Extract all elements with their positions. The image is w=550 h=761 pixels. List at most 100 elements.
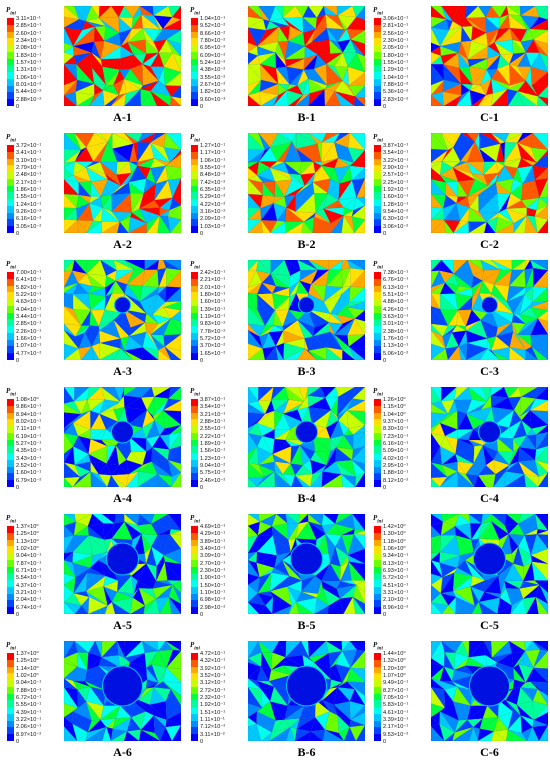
legend-ticks: 1.44×10⁰ 1.32×10⁰ 1.20×10⁰ 1.07×10⁰ 9.49×10⁻…: [383, 651, 427, 745]
legend-tick-label: 1.76×10⁻¹: [383, 336, 409, 342]
grain-cell: [526, 207, 537, 216]
legend-tick-label: 1.82×10⁻²: [200, 89, 226, 96]
legend-tick-label: 4.22×10⁻²: [200, 201, 226, 208]
legend-tick-label: 1.04×10⁰: [383, 411, 406, 418]
grain-cell: [340, 561, 350, 582]
grain-cell: [456, 196, 469, 204]
grain-cell: [123, 68, 144, 86]
legend-swatch: [191, 566, 198, 574]
grain-cell: [440, 591, 457, 598]
legend-symbol-sub: ini: [10, 392, 16, 398]
color-legend: Pini 1.26×10⁰ 1.15×10⁰ 1.04×10⁰ 9.37×10⁻¹ 8.3…: [373, 387, 423, 491]
grain-cell: [466, 161, 485, 175]
grain-cell: [456, 90, 471, 106]
legend-tick-label: 1.06×10⁰: [383, 546, 406, 552]
grain-cell: [334, 514, 353, 525]
grain-cell: [537, 96, 548, 106]
legend-tick-label: 2.08×10⁻¹: [16, 45, 42, 52]
grain-cell: [285, 439, 300, 447]
grain-cell: [166, 29, 181, 44]
grain-cell: [76, 202, 90, 221]
central-hole: [111, 420, 134, 444]
contour-map: [64, 641, 181, 741]
grain-cell: [442, 91, 462, 106]
grain-cell: [328, 260, 344, 271]
grain-cell: [443, 220, 454, 233]
legend-tick-label: 1.18×10⁰: [383, 538, 406, 545]
legend-tick-label: 6.98×10⁻²: [200, 597, 226, 604]
grain-cell: [256, 471, 276, 487]
grain-cell: [431, 678, 445, 690]
legend-symbol-sub: ini: [377, 519, 383, 525]
panel-caption: A-6: [113, 745, 132, 759]
legend-swatch: [191, 219, 198, 227]
grain-cell: [503, 387, 519, 398]
grain-cell: [117, 221, 129, 233]
legend-symbol-main: P: [373, 514, 378, 522]
legend-symbol-main: P: [6, 387, 11, 395]
legend-color-bar: [7, 399, 14, 487]
grain-cell: [460, 26, 472, 42]
grain-cell: [482, 705, 499, 719]
grain-cell: [531, 424, 548, 435]
central-hole: [298, 296, 315, 314]
panel-caption: A-2: [113, 237, 132, 251]
grain-cell: [152, 293, 166, 316]
grain-cell: [72, 260, 88, 274]
legend-swatch: [191, 459, 198, 467]
grain-cell: [139, 207, 160, 216]
legend-tick-label: 8.94×10⁻¹: [16, 411, 42, 418]
legend-tick-label: 8.02×10⁻¹: [16, 419, 42, 425]
legend-tick-label: 3.06×10⁻²: [383, 223, 409, 230]
legend-swatch: [7, 480, 14, 487]
grain-cell: [468, 58, 488, 70]
grain-cell: [248, 535, 259, 554]
grain-cell: [348, 72, 365, 87]
legend-swatch: [191, 172, 198, 179]
grain-cell: [346, 16, 365, 30]
legend-swatch: [374, 405, 381, 413]
legend-tick-label: 2.30×10⁻¹: [200, 568, 226, 574]
grain-cell: [491, 133, 506, 144]
legend-ticks: 1.37×10⁰ 1.25×10⁰ 1.13×10⁰ 1.02×10⁰ 9.04×10⁻…: [16, 524, 60, 618]
legend-swatch: [191, 31, 198, 39]
legend-swatch: [191, 720, 198, 728]
grain-cell: [112, 348, 133, 360]
legend-swatch: [7, 305, 14, 313]
legend-tick-label: 2.57×10⁻¹: [383, 172, 409, 179]
legend-tick-label: 3.92×10⁻¹: [200, 665, 226, 672]
contour-map: [248, 514, 365, 614]
grain-cell: [101, 641, 118, 658]
legend-swatch: [374, 734, 381, 741]
grain-cell: [257, 591, 274, 598]
legend-tick-label: 6.71×10⁻¹: [16, 568, 42, 574]
legend-tick-label: 5.51×10⁻¹: [383, 292, 409, 298]
legend-swatch: [7, 439, 14, 447]
legend-tick-label: 2.79×10⁻¹: [16, 165, 42, 171]
legend-swatch: [191, 92, 198, 100]
legend-swatch: [191, 45, 198, 52]
grain-cell: [335, 546, 349, 567]
grain-cell: [431, 477, 441, 487]
legend-swatch: [191, 453, 198, 460]
grain-cell: [89, 196, 102, 204]
legend-tick-label: 0: [383, 358, 387, 364]
legend-tick-label: 5.72×10⁻¹: [383, 575, 409, 582]
grain-cell: [150, 52, 165, 67]
contour-map-svg: [431, 641, 548, 741]
grain-cell: [64, 348, 82, 360]
grain-cell: [145, 39, 160, 54]
legend-color-bar: [191, 145, 198, 233]
legend-tick-label: 2.05×10⁻¹: [383, 45, 409, 52]
contour-map: [431, 641, 548, 741]
grain-cell: [64, 717, 73, 727]
legend-tick-label: 1.15×10⁰: [383, 404, 406, 411]
legend-swatch: [374, 272, 381, 279]
legend-symbol-sub: ini: [194, 519, 200, 525]
legend-swatch: [191, 532, 198, 540]
grain-cell: [295, 601, 315, 614]
grain-cell: [78, 182, 92, 197]
legend-tick-label: 6.79×10⁻²: [16, 477, 42, 484]
grain-cell: [248, 678, 262, 690]
grain-cell: [517, 52, 532, 67]
